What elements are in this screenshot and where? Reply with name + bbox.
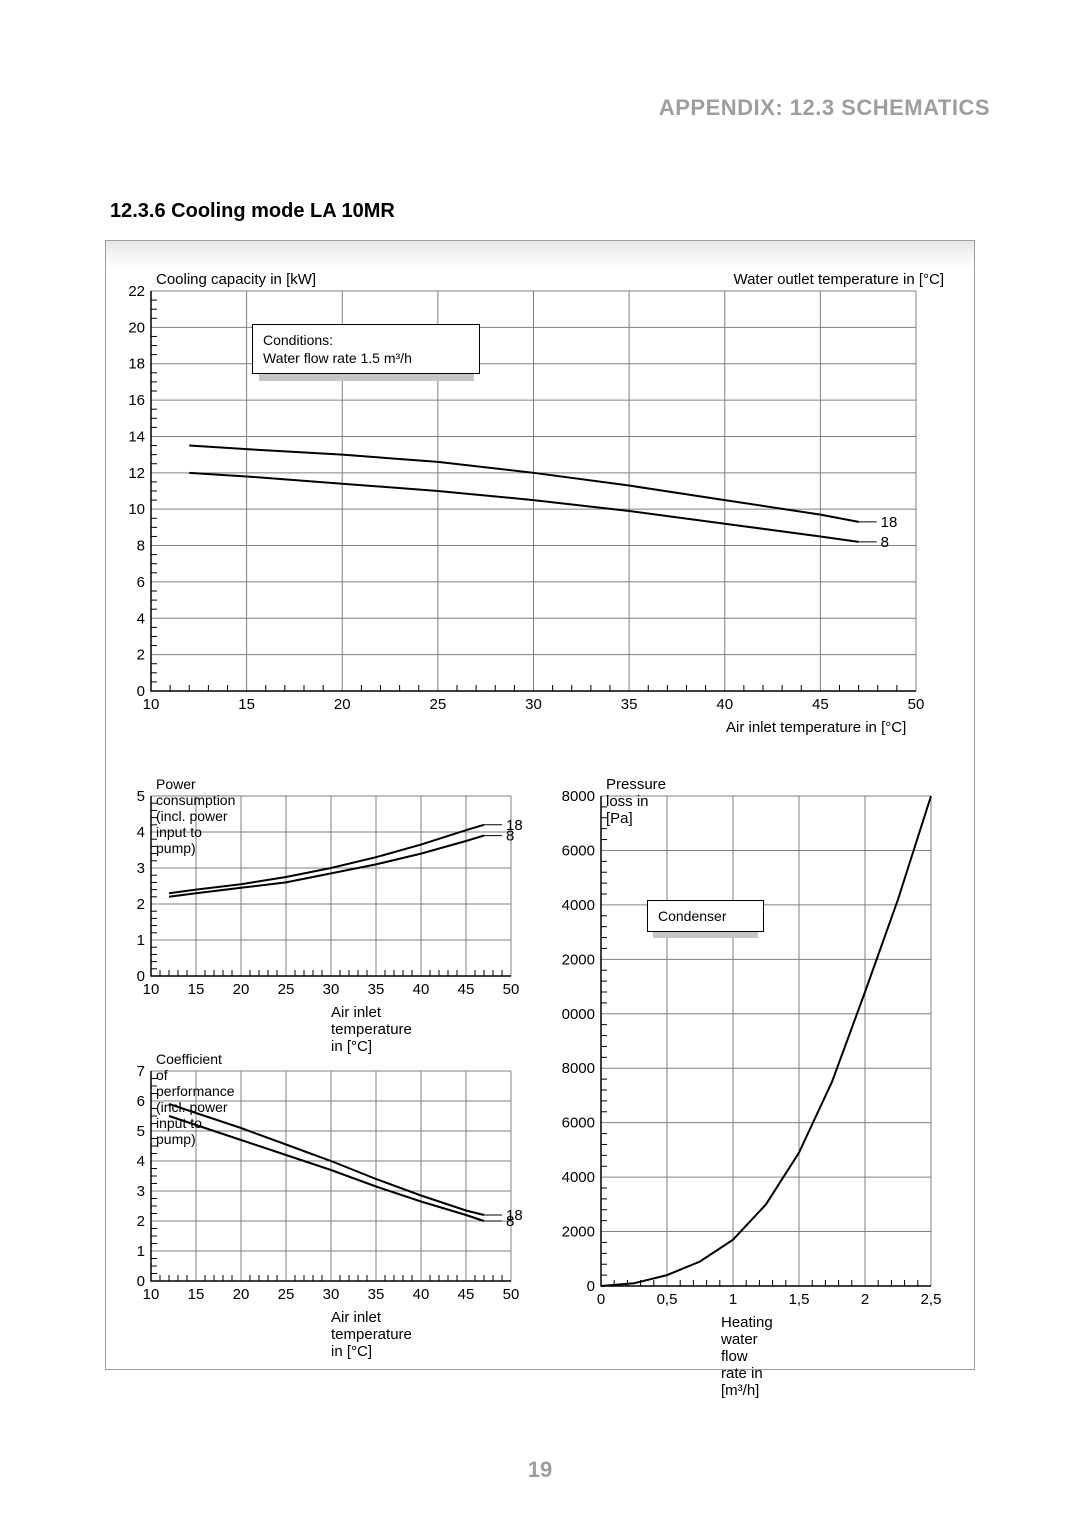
- svg-text:15: 15: [188, 1286, 205, 1303]
- charts-container: 1015202530354045500246810121416182022188…: [105, 240, 975, 1370]
- svg-text:14: 14: [128, 428, 145, 445]
- svg-text:10: 10: [128, 501, 145, 518]
- svg-text:25: 25: [278, 1286, 295, 1303]
- svg-text:3: 3: [137, 1183, 145, 1200]
- svg-text:50: 50: [503, 1286, 520, 1303]
- chart3-title: Coefficient of performance (incl. power …: [156, 1051, 235, 1147]
- svg-text:30: 30: [525, 696, 542, 713]
- page: APPENDIX: 12.3 SCHEMATICS 12.3.6 Cooling…: [0, 0, 1080, 1528]
- svg-text:35: 35: [621, 696, 638, 713]
- svg-text:5: 5: [137, 1123, 145, 1140]
- svg-text:20: 20: [334, 696, 351, 713]
- section-title: 12.3.6 Cooling mode LA 10MR: [110, 200, 395, 223]
- svg-text:1,5: 1,5: [789, 1291, 810, 1308]
- svg-text:45: 45: [458, 1286, 475, 1303]
- svg-text:14000: 14000: [561, 897, 595, 914]
- svg-text:18: 18: [128, 356, 145, 373]
- svg-text:3: 3: [137, 860, 145, 877]
- condenser-box: Condenser: [647, 900, 764, 932]
- chart1-x-axis-label: Air inlet temperature in [°C]: [726, 719, 906, 736]
- svg-text:2: 2: [137, 1213, 145, 1230]
- svg-text:0: 0: [137, 1273, 145, 1290]
- svg-text:25: 25: [430, 696, 447, 713]
- svg-text:4: 4: [137, 824, 145, 841]
- svg-text:1: 1: [137, 932, 145, 949]
- chart1-title-left: Cooling capacity in [kW]: [156, 271, 316, 288]
- svg-text:0: 0: [137, 968, 145, 985]
- svg-text:16000: 16000: [561, 842, 595, 859]
- svg-text:12: 12: [128, 465, 145, 482]
- condenser-label: Condenser: [658, 908, 727, 924]
- svg-text:2,5: 2,5: [921, 1291, 941, 1308]
- svg-text:1: 1: [137, 1243, 145, 1260]
- svg-text:7: 7: [137, 1066, 145, 1080]
- svg-text:15: 15: [188, 981, 205, 998]
- svg-text:20: 20: [128, 319, 145, 336]
- chart1-title-right: Water outlet temperature in [°C]: [733, 271, 944, 288]
- svg-text:8000: 8000: [562, 1060, 595, 1077]
- svg-text:6000: 6000: [562, 1115, 595, 1132]
- appendix-header: APPENDIX: 12.3 SCHEMATICS: [659, 95, 990, 121]
- conditions-line2: Water flow rate 1.5 m³/h: [263, 350, 412, 366]
- svg-text:0: 0: [587, 1278, 595, 1295]
- svg-text:10: 10: [143, 1286, 160, 1303]
- svg-text:10: 10: [143, 696, 160, 713]
- chart4-title: Pressure loss in [Pa]: [606, 776, 666, 827]
- svg-text:18: 18: [881, 514, 898, 531]
- svg-text:8: 8: [506, 828, 514, 845]
- svg-text:6: 6: [137, 574, 145, 591]
- svg-text:8: 8: [881, 534, 889, 551]
- conditions-line1: Conditions:: [263, 332, 333, 348]
- svg-text:15: 15: [238, 696, 255, 713]
- conditions-box: Conditions: Water flow rate 1.5 m³/h: [252, 324, 480, 374]
- svg-text:35: 35: [368, 1286, 385, 1303]
- svg-text:40: 40: [413, 981, 430, 998]
- svg-text:30: 30: [323, 1286, 340, 1303]
- svg-text:20: 20: [233, 1286, 250, 1303]
- svg-text:25: 25: [278, 981, 295, 998]
- svg-text:5: 5: [137, 791, 145, 805]
- svg-text:6: 6: [137, 1093, 145, 1110]
- svg-text:35: 35: [368, 981, 385, 998]
- page-number: 19: [0, 1457, 1080, 1483]
- svg-text:1: 1: [729, 1291, 737, 1308]
- svg-text:40: 40: [716, 696, 733, 713]
- chart2-x-axis-label: Air inlet temperature in [°C]: [331, 1004, 412, 1055]
- svg-text:2: 2: [137, 647, 145, 664]
- svg-text:0: 0: [597, 1291, 605, 1308]
- svg-text:40: 40: [413, 1286, 430, 1303]
- svg-text:16: 16: [128, 392, 145, 409]
- chart2-title: Power consumption (incl. power input to …: [156, 776, 235, 856]
- svg-text:45: 45: [812, 696, 829, 713]
- svg-text:18000: 18000: [561, 791, 595, 805]
- svg-text:20: 20: [233, 981, 250, 998]
- svg-text:0,5: 0,5: [657, 1291, 678, 1308]
- svg-text:4: 4: [137, 610, 145, 627]
- svg-text:4: 4: [137, 1153, 145, 1170]
- svg-text:45: 45: [458, 981, 475, 998]
- chart3-x-axis-label: Air inlet temperature in [°C]: [331, 1309, 412, 1360]
- chart4-x-axis-label: Heating water flow rate in [m³/h]: [721, 1314, 773, 1399]
- svg-text:8: 8: [506, 1213, 514, 1230]
- svg-text:12000: 12000: [561, 951, 595, 968]
- svg-text:8: 8: [137, 538, 145, 555]
- svg-text:4000: 4000: [562, 1169, 595, 1186]
- svg-text:2000: 2000: [562, 1224, 595, 1241]
- svg-text:22: 22: [128, 286, 145, 300]
- svg-text:50: 50: [908, 696, 925, 713]
- svg-text:10: 10: [143, 981, 160, 998]
- svg-text:30: 30: [323, 981, 340, 998]
- svg-text:10000: 10000: [561, 1006, 595, 1023]
- svg-text:0: 0: [137, 683, 145, 700]
- svg-text:2: 2: [861, 1291, 869, 1308]
- svg-text:50: 50: [503, 981, 520, 998]
- svg-text:2: 2: [137, 896, 145, 913]
